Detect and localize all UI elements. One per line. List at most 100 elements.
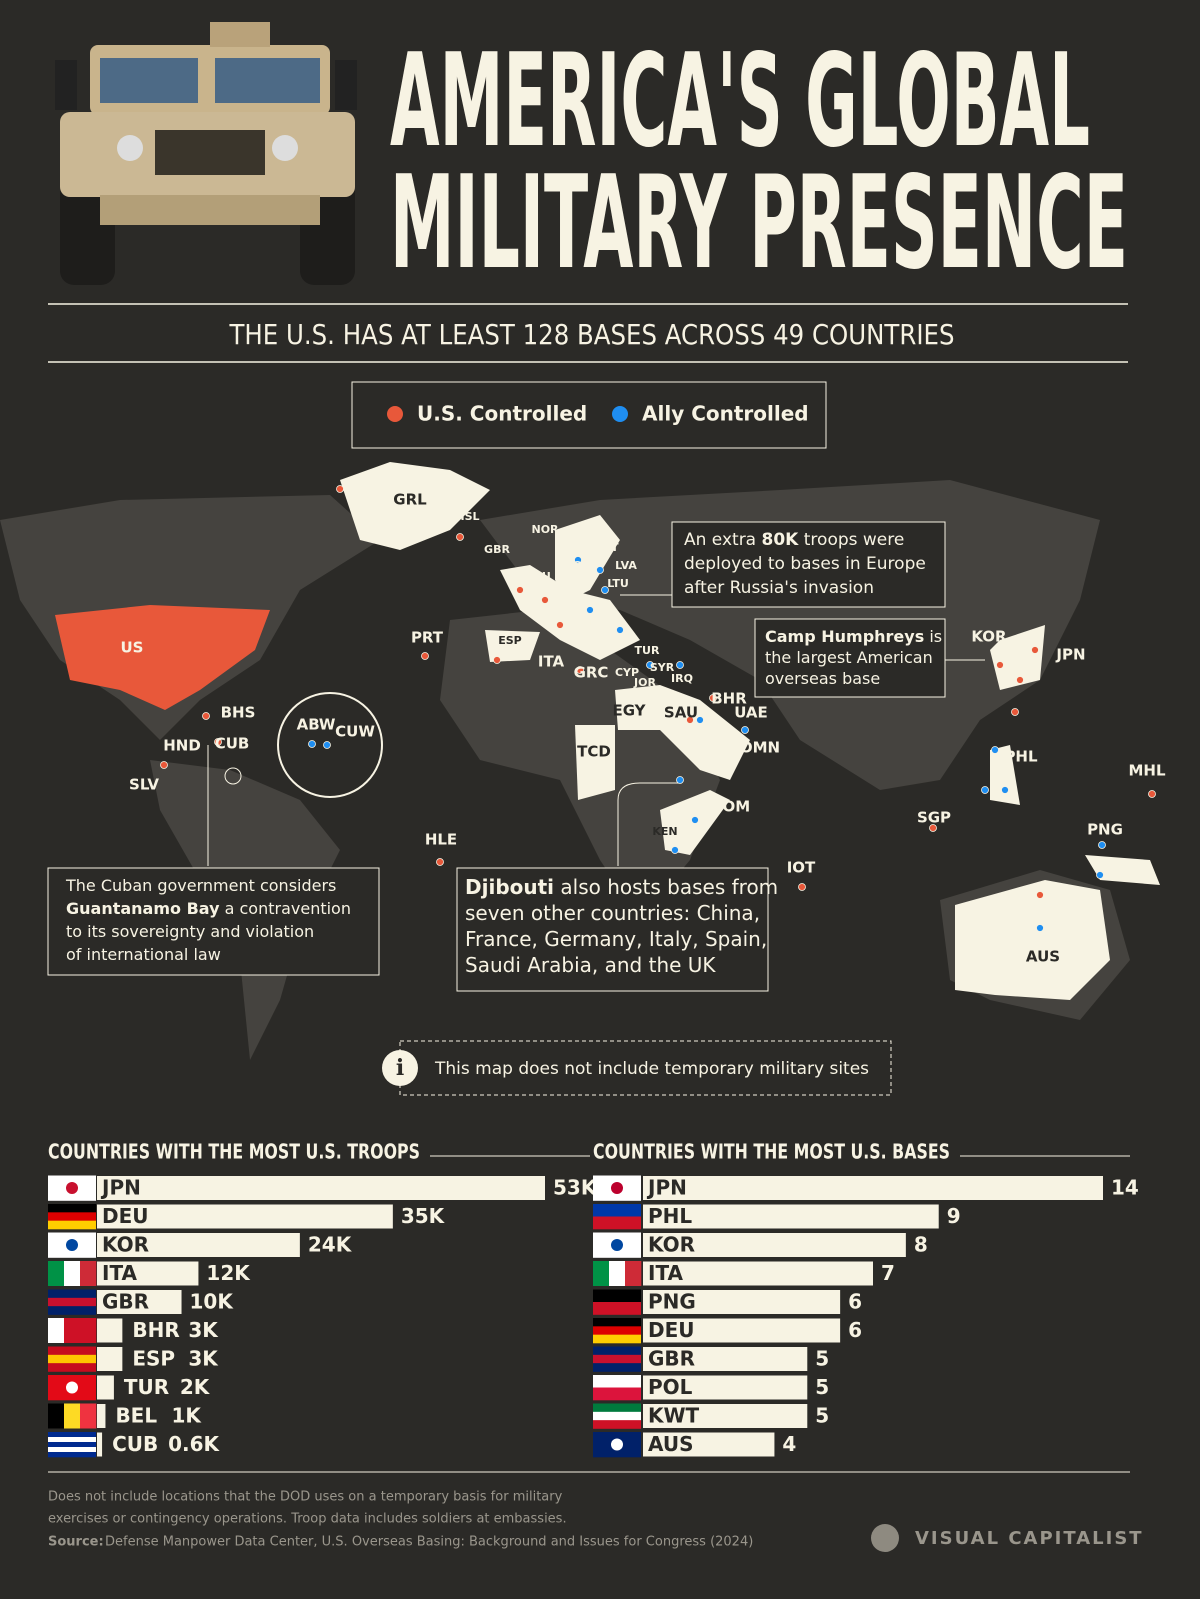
ally-base-dot (676, 661, 684, 669)
category-label: BEL (115, 1404, 157, 1428)
map-label: PNG (1087, 821, 1123, 839)
value-label: 53K (553, 1176, 598, 1200)
map-label: SYR (650, 661, 675, 674)
chart-title: COUNTRIES WITH THE MOST U.S. BASES (593, 1140, 950, 1164)
map-label: ESP (498, 634, 522, 647)
map-label: TUR (635, 644, 660, 657)
footnote: exercises or contingency operations. Tro… (48, 1512, 567, 1527)
annotation-text: Guantanamo Bay (66, 899, 220, 918)
flag-stripe (593, 1363, 641, 1372)
category-label: KOR (648, 1233, 695, 1257)
value-label: 4 (782, 1432, 796, 1456)
us-base-dot (214, 738, 222, 746)
bar (643, 1347, 808, 1371)
flag-stripe (48, 1387, 96, 1401)
category-label: DEU (648, 1318, 695, 1342)
flag (593, 1175, 641, 1201)
flag-stripe (593, 1387, 641, 1401)
flag (48, 1289, 96, 1315)
annotation-line: Djibouti also hosts bases from (465, 875, 778, 899)
flag-stripe (593, 1403, 641, 1413)
flag-stripe (609, 1261, 626, 1286)
annotation-line: France, Germany, Italy, Spain, (465, 927, 767, 951)
flag (48, 1232, 96, 1258)
annotation-text: Saudi Arabia, and the UK (465, 953, 716, 977)
map-label: CUW (335, 723, 375, 741)
flag-stripe (48, 1232, 96, 1246)
flag-stripe (593, 1444, 641, 1458)
ally-base-dot (691, 816, 699, 824)
annotation-line: The Cuban government considers (65, 876, 336, 895)
map-label: TCD (577, 743, 611, 761)
category-label: POL (648, 1375, 693, 1399)
bar (97, 1176, 545, 1200)
map-label: IRQ (671, 672, 693, 685)
value-label: 10K (190, 1290, 235, 1314)
annotation-line: Saudi Arabia, and the UK (465, 953, 716, 977)
annotation-text: a contravention (220, 899, 351, 918)
value-label: 1K (171, 1404, 202, 1428)
flag (593, 1403, 641, 1429)
us-base-dot (1016, 676, 1024, 684)
annotation-line: deployed to bases in Europe (684, 554, 926, 574)
us-base-dot (996, 661, 1004, 669)
annotation-line: the largest American (765, 648, 933, 667)
annotation-text: The Cuban government considers (65, 876, 336, 895)
flag (593, 1232, 641, 1258)
map-label: KEN (652, 825, 677, 838)
map-label: ABW (297, 716, 336, 734)
value-label: 5 (815, 1404, 829, 1428)
title-line: MILITARY PRESENCE (390, 149, 1128, 298)
map-label: KOR (971, 628, 1007, 646)
flag-stripe (593, 1175, 641, 1189)
flag (593, 1204, 641, 1230)
title-line: AMERICA'S GLOBAL (390, 27, 1090, 176)
bar (643, 1375, 808, 1400)
flag (48, 1318, 97, 1343)
bar (97, 1404, 106, 1428)
annotation-text: to its sovereignty and violation (66, 922, 314, 941)
flag-stripe (593, 1375, 641, 1388)
annotation-text: of international law (66, 945, 221, 964)
flag-stripe (593, 1411, 641, 1421)
us-base-dot (1036, 891, 1044, 899)
flag-stripe (48, 1447, 96, 1453)
bar (643, 1176, 1103, 1200)
flag (48, 1375, 96, 1401)
flag (593, 1432, 641, 1458)
flag-stripe (48, 1175, 96, 1189)
bar (97, 1290, 182, 1314)
map-label: HLE (425, 831, 457, 849)
map-label: ITA (538, 653, 565, 671)
map-label: EGY (612, 702, 646, 720)
map-label: GRC (574, 664, 609, 682)
bar (97, 1233, 300, 1257)
flag-stripe (80, 1403, 97, 1429)
flag-stripe (80, 1318, 97, 1343)
map-label: GBR (484, 543, 510, 556)
flag-stripe (48, 1188, 96, 1201)
flag-stripe (48, 1318, 65, 1343)
bar (643, 1261, 873, 1286)
flag-stripe (48, 1245, 96, 1258)
flag-stripe (64, 1403, 81, 1429)
bar (643, 1432, 775, 1457)
annotation-text: Djibouti (465, 875, 554, 899)
flag-stripe (593, 1261, 610, 1286)
category-label: ITA (102, 1261, 138, 1285)
us-base-dot (436, 858, 444, 866)
ally-base-dot (646, 661, 654, 669)
flag-stripe (593, 1232, 641, 1246)
category-label: ESP (132, 1347, 175, 1371)
annotation-line: after Russia's invasion (684, 578, 874, 598)
flag-stripe (48, 1289, 96, 1299)
value-label: 9 (947, 1204, 961, 1228)
bar (643, 1204, 939, 1229)
ally-base-dot (596, 566, 604, 574)
bar (643, 1318, 841, 1343)
ally-base-dot (981, 786, 989, 794)
map-label: AUS (1026, 948, 1060, 966)
value-label: 6 (848, 1318, 862, 1342)
us-base-dot (202, 712, 210, 720)
flag-stripe (48, 1442, 96, 1448)
